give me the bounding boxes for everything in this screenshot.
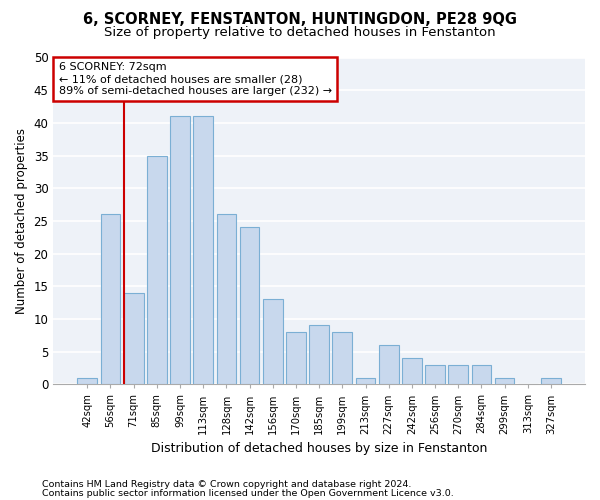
Bar [495,378,514,384]
X-axis label: Distribution of detached houses by size in Fenstanton: Distribution of detached houses by size … [151,442,487,455]
Bar [124,293,143,384]
Bar [240,228,259,384]
Bar [448,364,468,384]
Bar [379,345,398,385]
Bar [101,214,121,384]
Bar [402,358,422,384]
Bar [356,378,376,384]
Bar [77,378,97,384]
Bar [217,214,236,384]
Text: Contains HM Land Registry data © Crown copyright and database right 2024.: Contains HM Land Registry data © Crown c… [42,480,412,489]
Bar [193,116,213,384]
Text: Size of property relative to detached houses in Fenstanton: Size of property relative to detached ho… [104,26,496,39]
Bar [170,116,190,384]
Text: Contains public sector information licensed under the Open Government Licence v3: Contains public sector information licen… [42,489,454,498]
Bar [147,156,167,384]
Bar [425,364,445,384]
Bar [332,332,352,384]
Y-axis label: Number of detached properties: Number of detached properties [15,128,28,314]
Text: 6, SCORNEY, FENSTANTON, HUNTINGDON, PE28 9QG: 6, SCORNEY, FENSTANTON, HUNTINGDON, PE28… [83,12,517,28]
Text: 6 SCORNEY: 72sqm
← 11% of detached houses are smaller (28)
89% of semi-detached : 6 SCORNEY: 72sqm ← 11% of detached house… [59,62,332,96]
Bar [286,332,306,384]
Bar [263,300,283,384]
Bar [541,378,561,384]
Bar [472,364,491,384]
Bar [309,326,329,384]
